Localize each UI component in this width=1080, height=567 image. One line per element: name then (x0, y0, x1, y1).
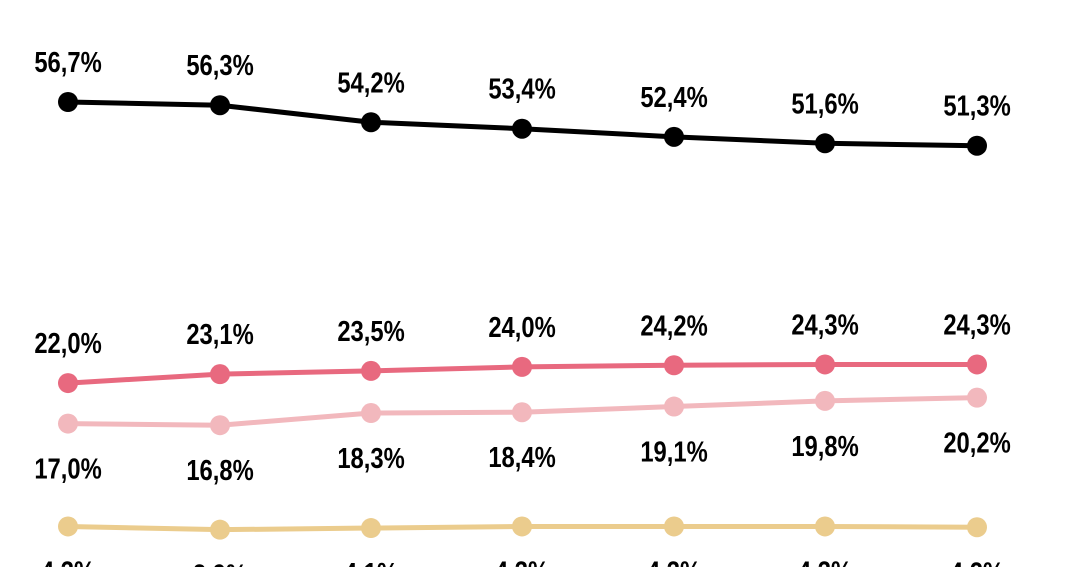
data-point (512, 118, 532, 139)
data-label: 24,3% (943, 308, 1010, 341)
series-1: 22,0% 23,1% 23,5% 24,0% 24,2% 24,3% 24,3% (34, 308, 1011, 394)
data-label: 24,2% (640, 309, 707, 342)
data-point (210, 95, 230, 116)
data-label: 4,3% (495, 555, 549, 567)
data-label: 52,4% (640, 81, 707, 114)
data-label: 23,1% (186, 318, 253, 351)
series-2: 17,0% 16,8% 18,3% 18,4% 19,1% 19,8% 20,2% (34, 387, 1011, 487)
data-label: 53,4% (488, 72, 555, 105)
data-label: 56,7% (34, 46, 101, 79)
series-0: 56,7% 56,3% 54,2% 53,4% 52,4% 51,6% 51,3% (34, 46, 1011, 156)
data-point (58, 92, 78, 112)
data-point (512, 402, 532, 423)
data-label: 4,3% (798, 555, 852, 567)
data-point (210, 415, 230, 436)
data-point (967, 517, 987, 538)
data-point (361, 518, 381, 539)
data-point (664, 516, 684, 537)
data-label: 18,4% (488, 441, 555, 474)
data-point (967, 387, 987, 408)
data-point (815, 516, 835, 537)
data-label: 3,9% (193, 558, 247, 567)
data-point (58, 413, 78, 434)
data-point (664, 126, 684, 147)
data-label: 4,2% (950, 556, 1004, 567)
data-point (664, 355, 684, 376)
data-point (815, 390, 835, 411)
data-point (58, 516, 78, 537)
data-label: 4,3% (647, 555, 701, 567)
data-label: 20,2% (943, 426, 1010, 459)
series-3: 4,3% 3,9% 4,1% 4,3% 4,3% 4,3% 4,2% (41, 516, 1004, 567)
data-label: 19,1% (640, 435, 707, 468)
data-point (361, 403, 381, 424)
data-label: 51,6% (791, 87, 858, 120)
data-point (967, 354, 987, 375)
data-label: 19,8% (791, 430, 858, 463)
data-point (512, 516, 532, 537)
data-point (361, 112, 381, 133)
data-label: 24,3% (791, 308, 858, 341)
data-point (361, 360, 381, 381)
data-label: 17,0% (34, 452, 101, 485)
data-label: 54,2% (337, 66, 404, 99)
data-label: 51,3% (943, 89, 1010, 122)
data-label: 24,0% (488, 311, 555, 344)
data-label: 16,8% (186, 454, 253, 487)
data-point (210, 364, 230, 385)
data-point (815, 133, 835, 154)
data-label: 56,3% (186, 49, 253, 82)
data-point (58, 373, 78, 394)
data-label: 4,1% (344, 557, 398, 567)
data-point (664, 396, 684, 417)
data-point (512, 356, 532, 377)
data-label: 22,0% (34, 327, 101, 360)
data-label: 23,5% (337, 315, 404, 348)
data-point (210, 519, 230, 540)
data-point (967, 135, 987, 156)
data-point (815, 354, 835, 375)
data-label: 4,3% (41, 555, 95, 567)
data-label: 18,3% (337, 442, 404, 475)
